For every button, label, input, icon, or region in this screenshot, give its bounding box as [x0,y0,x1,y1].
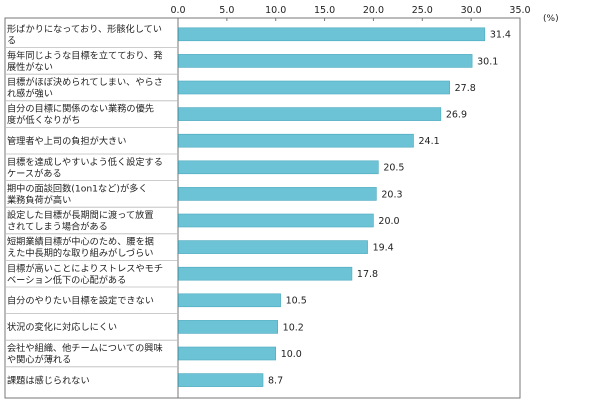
category-label: 管理者や上司の負担が大きい [7,135,126,147]
category-label: 状況の変化に対応しにくい [7,321,117,333]
category-label: 形ばかりになっており、形骸化している [7,23,162,46]
category-label: 会社や組織、他チームについての興味や関心が薄れる [7,342,163,366]
category-label-line: 自分の目標に関係のない業務の優先 [7,103,154,115]
plot-border [4,17,521,399]
bar [178,373,264,387]
value-label: 19.4 [373,243,394,254]
bar [178,160,379,175]
category-label-line: 状況の変化に対応しにくい [7,321,117,333]
category-label: 目標がほぼ決められてしまい、やらされ感が強い [7,76,163,100]
category-label: 設定した目標が長期間に渡って放置されてしまう場合がある [7,209,154,233]
category-label: 自分のやりたい目標を設定できない [7,295,154,307]
category-labels: 形ばかりになっており、形骸化している毎年同じような目標を立てており、発展性がない… [5,23,178,386]
value-label: 20.0 [378,216,399,227]
value-labels: 31.4 30.1 27.8 26.9 24.1 20.5 20.3 20.0 19.4 17.8… [268,30,511,387]
category-label-line: 目標を達成しやすいよう低く設定する [7,156,163,168]
category-label: 課題は感じられない [7,374,90,386]
category-label-line: 期中の面談回数(1on1など)が多く [7,182,148,194]
x-tick-label: 25.0 [412,5,433,16]
category-label-line: 度が低くなりがち [7,114,81,126]
category-label-line: 短期業績目標が中心のため、腰を据 [7,236,154,248]
bar [178,133,414,148]
category-label-line: ケースがある [7,167,62,179]
value-label: 10.2 [283,322,304,333]
bar [178,27,486,42]
bar [178,213,374,228]
category-label-line: 毎年同じような目標を立てており、発 [7,49,163,61]
category-label: 期中の面談回数(1on1など)が多く業務負荷が高い [7,182,148,206]
bar [178,187,377,201]
value-label: 17.8 [357,269,378,280]
value-label: 20.5 [383,163,404,174]
x-tick-label: 0.0 [170,5,185,16]
category-label-line: る [7,35,16,46]
bar [178,240,368,254]
value-label: 24.1 [418,136,439,147]
value-label: 30.1 [477,56,498,67]
category-label: 目標が高いことによりストレスやモチベーション低下の心配がある [7,262,163,286]
x-tick-label: 15.0 [314,5,335,16]
x-tick-label: 10.0 [265,5,286,16]
value-label: 27.8 [455,83,476,94]
bar [178,266,353,281]
category-label: 短期業績目標が中心のため、腰を据えた中長期的な取り組みがしづらい [7,236,154,260]
category-label-line: ベーション低下の心配がある [7,274,126,286]
x-tick-label: 5.0 [219,5,234,16]
category-label-line: 会社や組織、他チームについての興味 [7,342,163,354]
bar [178,346,277,361]
category-label-line: 目標がほぼ決められてしまい、やらさ [7,76,163,88]
category-label-line: 業務負荷が高い [7,194,71,206]
category-label-line: 設定した目標が長期間に渡って放置 [7,209,154,221]
category-label-line: 展性がない [7,61,53,73]
category-label-line: えた中長期的な取り組みがしづらい [7,247,153,259]
value-label: 8.7 [268,376,283,387]
category-label: 毎年同じような目標を立てており、発展性がない [7,49,163,72]
bar [178,54,473,68]
category-label-line: や関心が薄れる [7,354,71,366]
x-axis-ticks: 0.0 5.0 10.0 15.0 20.0 25.0 30.0 35.0 [170,5,531,21]
category-label-line: 自分のやりたい目標を設定できない [7,295,154,307]
x-tick-label: 20.0 [363,5,384,16]
x-tick-label: 30.0 [461,5,482,16]
unit-label: (%) [543,14,559,24]
value-label: 10.0 [281,349,302,360]
value-label: 31.4 [490,30,511,41]
value-label: 20.3 [381,189,402,200]
bars [178,27,486,387]
x-tick-label: 35.0 [509,5,530,16]
category-label-line: 課題は感じられない [7,374,90,386]
bar [178,293,281,308]
category-label-line: 目標が高いことによりストレスやモチ [7,262,163,274]
category-label: 目標を達成しやすいよう低く設定するケースがある [7,156,163,180]
value-label: 26.9 [446,110,467,121]
category-label-line: れ感が強い [7,88,53,100]
bar [178,80,450,95]
category-label-line: 管理者や上司の負担が大きい [7,135,126,147]
value-label: 10.5 [286,296,307,307]
category-label: 自分の目標に関係のない業務の優先度が低くなりがち [7,103,154,127]
bar [178,320,278,334]
category-label-line: されてしまう場合がある [7,221,108,233]
chart-frame [4,17,521,399]
bar [178,107,442,121]
category-label-line: 形ばかりになっており、形骸化してい [7,23,162,35]
